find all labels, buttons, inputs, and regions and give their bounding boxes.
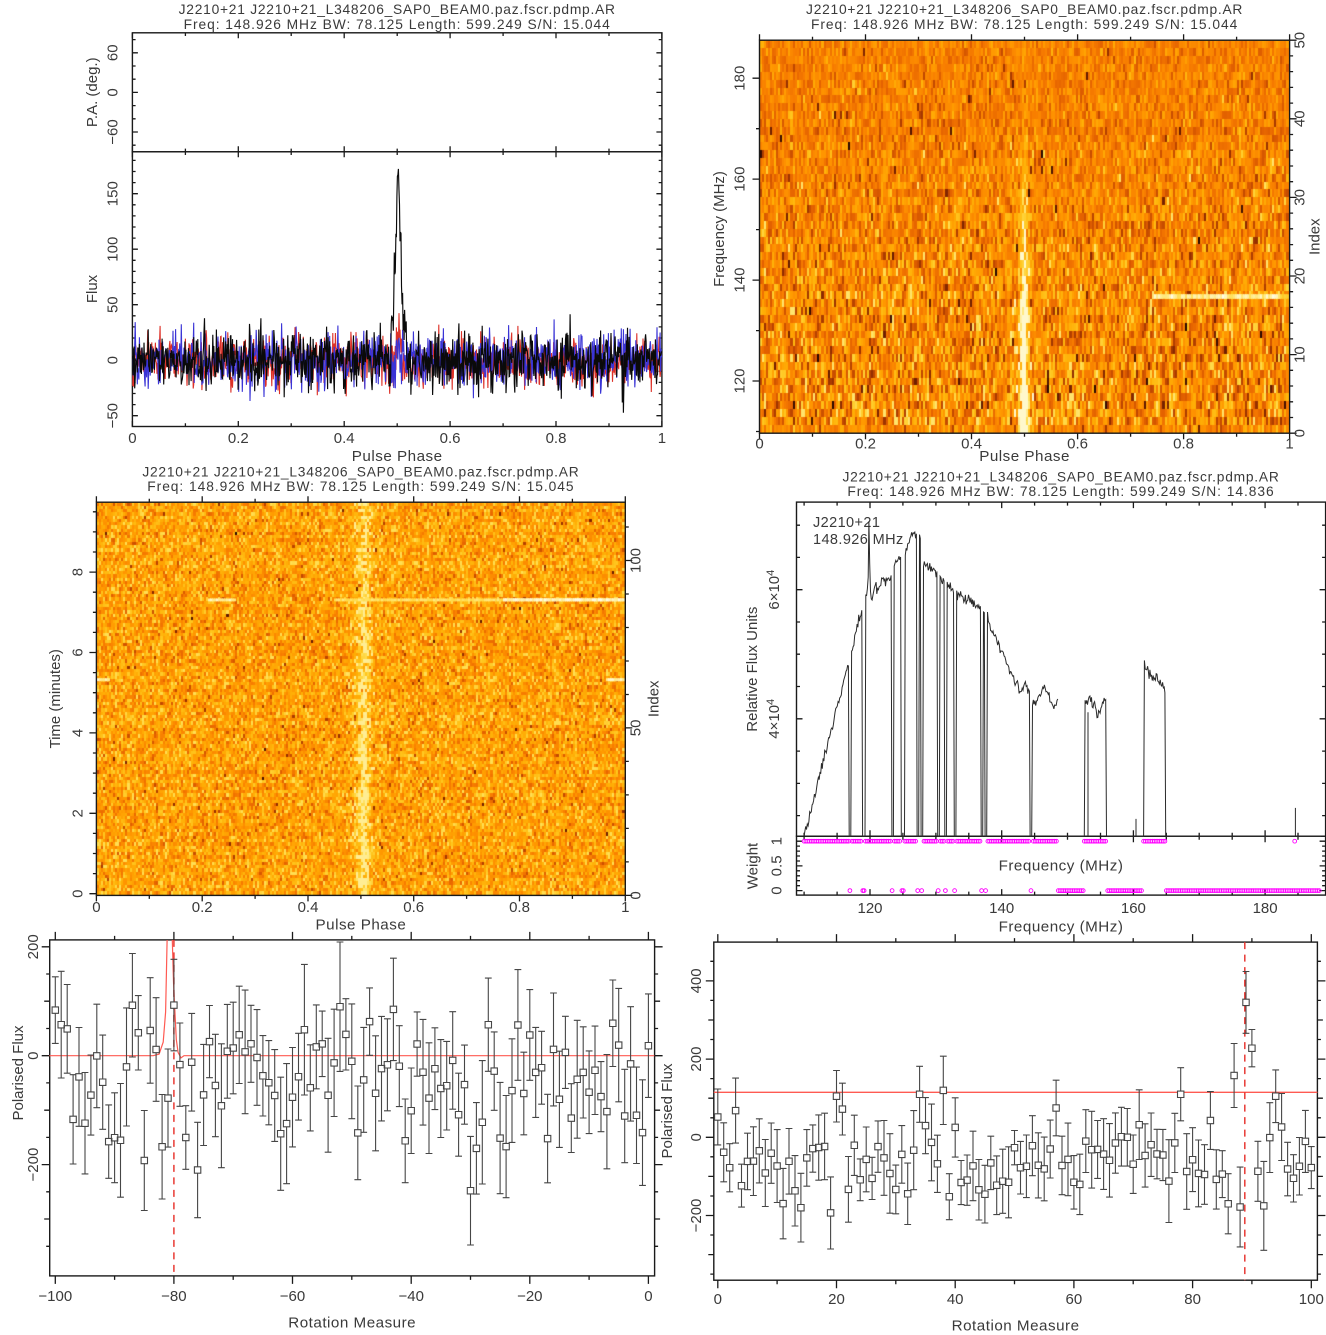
svg-text:0: 0 [1292, 429, 1309, 437]
svg-text:J2210+21: J2210+21 [813, 515, 880, 531]
svg-text:Freq: 148.926 MHz BW: 78.125 L: Freq: 148.926 MHz BW: 78.125 Length: 599… [811, 17, 1238, 32]
svg-text:40: 40 [947, 1291, 964, 1308]
svg-text:0: 0 [688, 1133, 705, 1141]
svg-text:Index: Index [646, 680, 663, 717]
svg-text:6×104: 6×104 [765, 570, 783, 610]
svg-text:30: 30 [1292, 189, 1309, 206]
svg-text:Flux: Flux [84, 274, 101, 303]
svg-text:2: 2 [69, 809, 86, 817]
svg-text:Freq: 148.926 MHz BW: 78.125 L: Freq: 148.926 MHz BW: 78.125 Length: 599… [847, 484, 1274, 499]
svg-text:400: 400 [688, 968, 705, 993]
svg-text:Rotation Measure: Rotation Measure [952, 1318, 1080, 1335]
svg-text:Time (minutes): Time (minutes) [47, 649, 64, 748]
svg-text:6: 6 [69, 648, 86, 656]
svg-text:P.A. (deg.): P.A. (deg.) [84, 57, 101, 127]
svg-text:8: 8 [69, 568, 86, 576]
svg-text:0.2: 0.2 [228, 430, 249, 447]
svg-text:60: 60 [105, 44, 122, 61]
svg-text:200: 200 [688, 1047, 705, 1072]
svg-text:0.2: 0.2 [192, 899, 213, 916]
svg-text:0: 0 [69, 890, 86, 898]
svg-text:160: 160 [1121, 900, 1146, 917]
svg-text:148.926 MHz: 148.926 MHz [813, 532, 904, 548]
svg-text:50: 50 [1292, 32, 1309, 49]
svg-text:Weight: Weight [745, 842, 762, 889]
svg-text:200: 200 [25, 934, 42, 959]
svg-text:0.2: 0.2 [855, 436, 876, 453]
svg-text:Frequency (MHz): Frequency (MHz) [711, 171, 728, 287]
svg-text:−40: −40 [398, 1288, 423, 1305]
svg-text:0: 0 [105, 88, 122, 96]
svg-text:0: 0 [769, 886, 786, 894]
svg-text:0.5: 0.5 [769, 855, 786, 876]
svg-text:−50: −50 [105, 403, 122, 428]
svg-text:Index: Index [1307, 218, 1324, 255]
svg-text:180: 180 [1253, 900, 1278, 917]
svg-text:0: 0 [92, 899, 100, 916]
svg-text:Polarised Flux: Polarised Flux [10, 1025, 27, 1121]
svg-text:0.8: 0.8 [509, 899, 530, 916]
svg-text:−60: −60 [280, 1288, 305, 1305]
svg-text:−200: −200 [688, 1199, 705, 1233]
svg-text:−20: −20 [517, 1288, 542, 1305]
svg-text:0.4: 0.4 [298, 899, 319, 916]
svg-text:140: 140 [989, 900, 1014, 917]
svg-text:J2210+21 J2210+21_L348206_SAP0: J2210+21 J2210+21_L348206_SAP0_BEAM0.paz… [179, 2, 616, 17]
svg-text:4: 4 [69, 729, 86, 737]
svg-text:20: 20 [1292, 268, 1309, 285]
svg-text:10: 10 [1292, 346, 1309, 363]
svg-text:1: 1 [1285, 436, 1293, 453]
svg-text:4×104: 4×104 [765, 699, 783, 739]
svg-text:Relative Flux Units: Relative Flux Units [744, 607, 761, 732]
svg-text:Freq: 148.926 MHz BW: 78.125 L: Freq: 148.926 MHz BW: 78.125 Length: 599… [147, 479, 574, 494]
svg-text:Pulse Phase: Pulse Phase [979, 448, 1070, 465]
svg-text:J2210+21 J2210+21_L348206_SAP0: J2210+21 J2210+21_L348206_SAP0_BEAM0.paz… [142, 465, 579, 480]
svg-text:1: 1 [621, 899, 629, 916]
svg-text:50: 50 [105, 296, 122, 313]
svg-text:Rotation Measure: Rotation Measure [288, 1315, 416, 1332]
svg-text:0: 0 [128, 430, 136, 447]
svg-text:1: 1 [769, 837, 786, 845]
svg-text:40: 40 [1292, 110, 1309, 127]
svg-text:0: 0 [644, 1288, 652, 1305]
svg-text:Polarised Flux: Polarised Flux [659, 1063, 676, 1159]
svg-text:0: 0 [105, 356, 122, 364]
svg-text:0: 0 [755, 436, 763, 453]
svg-text:140: 140 [731, 268, 748, 293]
svg-text:150: 150 [105, 181, 122, 206]
svg-text:J2210+21 J2210+21_L348206_SAP0: J2210+21 J2210+21_L348206_SAP0_BEAM0.paz… [842, 470, 1279, 485]
svg-text:100: 100 [105, 237, 122, 262]
svg-text:Frequency (MHz): Frequency (MHz) [999, 919, 1124, 936]
svg-text:0.4: 0.4 [961, 436, 982, 453]
svg-text:Frequency (MHz): Frequency (MHz) [999, 858, 1124, 875]
svg-text:0: 0 [25, 1052, 42, 1060]
svg-text:120: 120 [731, 368, 748, 393]
svg-text:20: 20 [828, 1291, 845, 1308]
svg-text:80: 80 [1184, 1291, 1201, 1308]
svg-text:Pulse Phase: Pulse Phase [316, 917, 407, 934]
svg-text:−80: −80 [161, 1288, 186, 1305]
svg-text:100: 100 [1299, 1291, 1324, 1308]
svg-text:160: 160 [731, 167, 748, 192]
svg-text:0.4: 0.4 [334, 430, 355, 447]
svg-text:50: 50 [627, 720, 644, 737]
svg-text:0.8: 0.8 [546, 430, 567, 447]
svg-text:1: 1 [658, 430, 666, 447]
svg-text:0.6: 0.6 [440, 430, 461, 447]
svg-text:−60: −60 [105, 119, 122, 144]
svg-text:−200: −200 [25, 1148, 42, 1182]
svg-text:0.6: 0.6 [1067, 436, 1088, 453]
svg-text:120: 120 [857, 900, 882, 917]
svg-text:0: 0 [714, 1291, 722, 1308]
svg-text:0.6: 0.6 [403, 899, 424, 916]
svg-text:100: 100 [627, 548, 644, 573]
svg-text:Pulse Phase: Pulse Phase [352, 448, 443, 465]
svg-text:0: 0 [627, 891, 644, 899]
svg-text:180: 180 [731, 66, 748, 91]
svg-text:60: 60 [1066, 1291, 1083, 1308]
svg-text:J2210+21 J2210+21_L348206_SAP0: J2210+21 J2210+21_L348206_SAP0_BEAM0.paz… [806, 2, 1243, 17]
svg-text:0.8: 0.8 [1173, 436, 1194, 453]
svg-text:−100: −100 [38, 1288, 72, 1305]
svg-text:Freq: 148.926 MHz BW: 78.125 L: Freq: 148.926 MHz BW: 78.125 Length: 599… [184, 17, 611, 32]
